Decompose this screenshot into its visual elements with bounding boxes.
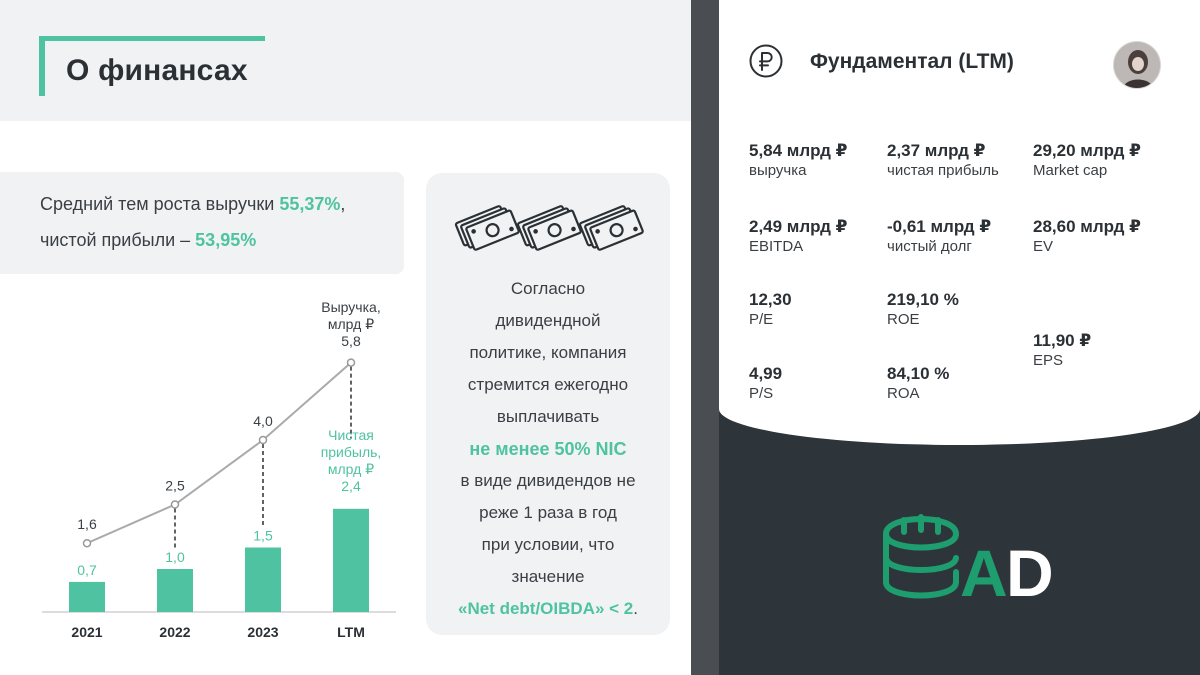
bar-value-label: 2,4 — [341, 478, 361, 494]
metric-label: P/E — [749, 311, 774, 328]
avatar[interactable] — [1113, 41, 1161, 89]
metric-value: 28,60 млрд ₽ — [1033, 217, 1141, 236]
dividend-text-line: в виде дивидендов не — [460, 471, 636, 490]
category-label: 2023 — [247, 624, 278, 640]
bar-net-profit — [245, 547, 281, 612]
profit-series-label: Чистая — [328, 427, 374, 443]
line-revenue — [86, 361, 352, 545]
dividend-text-line: политике, компания — [469, 343, 627, 362]
dividend-text-line: при условии, что — [481, 535, 615, 554]
bar-value-label: 0,7 — [77, 562, 97, 578]
header-bar — [0, 0, 691, 121]
metric-label: выручка — [749, 162, 807, 179]
dividend-text-line: реже 1 раза в год — [479, 503, 617, 522]
revenue-series-label: Выручка, — [321, 299, 380, 315]
growth-summary-box: Средний тем роста выручки 55,37%, чистой… — [0, 172, 404, 274]
line-value-label: 5,8 — [341, 333, 361, 349]
metric-label: Market cap — [1033, 162, 1108, 179]
metric-roe: 219,10 % ROE — [887, 290, 959, 328]
avatar-image — [1114, 42, 1160, 88]
category-label: LTM — [337, 624, 365, 640]
logo-letter-a: A — [960, 536, 1008, 602]
metric-market-cap: 29,20 млрд ₽ Market cap — [1033, 141, 1141, 179]
metric-label: EPS — [1033, 352, 1064, 369]
money-bills-icon — [454, 201, 644, 251]
point-revenue — [258, 435, 268, 445]
dividend-condition-suffix: . — [633, 599, 638, 618]
line-value-label: 4,0 — [253, 413, 273, 429]
logo-letter-d: D — [1006, 536, 1054, 602]
metric-label: чистая прибыль — [887, 162, 999, 179]
metric-value: 4,99 — [749, 364, 783, 383]
metric-roa: 84,10 % ROA — [887, 364, 949, 402]
metric-label: чистый долг — [887, 238, 972, 255]
profit-growth-value: 53,95% — [195, 230, 257, 250]
title-accent-bar — [39, 36, 45, 96]
fundamental-title: Фундаментал (LTM) — [810, 50, 1014, 73]
bar-net-profit — [69, 581, 105, 612]
title-accent-line — [39, 36, 265, 41]
profit-series-unit: млрд ₽ — [328, 461, 374, 477]
metric-label: EV — [1033, 238, 1054, 255]
profit-series-label: прибыль, — [321, 444, 382, 460]
metric-pe: 12,30 P/E — [749, 290, 792, 328]
revenue-growth-line: Средний тем роста выручки 55,37%, — [40, 194, 345, 215]
metric-ev: 28,60 млрд ₽ EV — [1033, 217, 1141, 255]
ruble-icon — [749, 44, 783, 78]
metric-value: 12,30 — [749, 290, 792, 309]
profit-growth-line: чистой прибыли – 53,95% — [40, 230, 256, 251]
dividend-policy-box: Согласно дивидендной политике, компания … — [426, 173, 670, 635]
revenue-growth-value: 55,37% — [279, 194, 341, 214]
metric-value: 11,90 ₽ — [1033, 331, 1092, 350]
category-label: 2022 — [159, 624, 190, 640]
revenue-profit-chart: 0,7 2021 1,0 2022 1,5 2023 LTM 1,6 2,5 4,0 Выручка… — [42, 299, 396, 640]
line-value-label: 2,5 — [165, 478, 185, 494]
metric-value: 2,37 млрд ₽ — [887, 141, 986, 160]
dividend-payout-highlight: не менее 50% NIC — [469, 439, 627, 459]
dividend-condition-line: «Net debt/OIBDA» < 2. — [426, 593, 670, 625]
metric-revenue: 5,84 млрд ₽ выручка — [749, 141, 848, 179]
line-value-label: 1,6 — [77, 516, 97, 532]
metric-label: EBITDA — [749, 238, 804, 255]
metric-eps: 11,90 ₽ EPS — [1033, 331, 1091, 369]
metric-value: 29,20 млрд ₽ — [1033, 141, 1141, 160]
metric-value: 2,49 млрд ₽ — [749, 217, 848, 236]
metric-net-debt: -0,61 млрд ₽ чистый долг — [887, 217, 991, 255]
bar-value-label: 1,0 — [165, 549, 185, 565]
bar-net-profit — [333, 508, 369, 612]
dividend-text-line: стремится ежегодно — [467, 375, 629, 394]
profit-growth-label: чистой прибыли – — [40, 230, 196, 250]
ad-logo-icon: A D — [882, 514, 1054, 602]
dividend-text-line: дивидендной — [495, 311, 601, 330]
point-revenue — [82, 538, 92, 548]
point-revenue — [346, 358, 356, 367]
page-title: О финансах — [66, 54, 248, 87]
category-label: 2021 — [71, 624, 102, 640]
panel-divider — [691, 0, 719, 675]
point-revenue — [170, 500, 180, 509]
dividend-text-line: значение — [511, 567, 585, 586]
bar-value-label: 1,5 — [253, 528, 273, 544]
revenue-series-unit: млрд ₽ — [328, 316, 374, 332]
metric-label: P/S — [749, 385, 774, 402]
revenue-growth-label: Средний тем роста выручки — [40, 194, 280, 214]
dividend-text-line: Согласно — [510, 279, 586, 298]
bar-net-profit — [157, 569, 193, 612]
metric-value: 84,10 % — [887, 364, 950, 383]
revenue-growth-suffix: , — [340, 194, 346, 214]
metric-net-profit: 2,37 млрд ₽ чистая прибыль — [887, 141, 999, 179]
metric-value: 5,84 млрд ₽ — [749, 141, 848, 160]
metric-value: 219,10 % — [887, 290, 959, 309]
metric-value: -0,61 млрд ₽ — [887, 217, 992, 236]
metric-ps: 4,99 P/S — [749, 364, 782, 402]
dividend-policy-text: Согласно дивидендной политике, компания … — [426, 273, 670, 625]
metric-ebitda: 2,49 млрд ₽ EBITDA — [749, 217, 848, 255]
metric-label: ROE — [887, 311, 920, 328]
dividend-text-line: выплачивать — [496, 407, 600, 426]
metric-label: ROA — [887, 385, 920, 402]
dividend-condition: «Net debt/OIBDA» < 2 — [458, 599, 634, 618]
